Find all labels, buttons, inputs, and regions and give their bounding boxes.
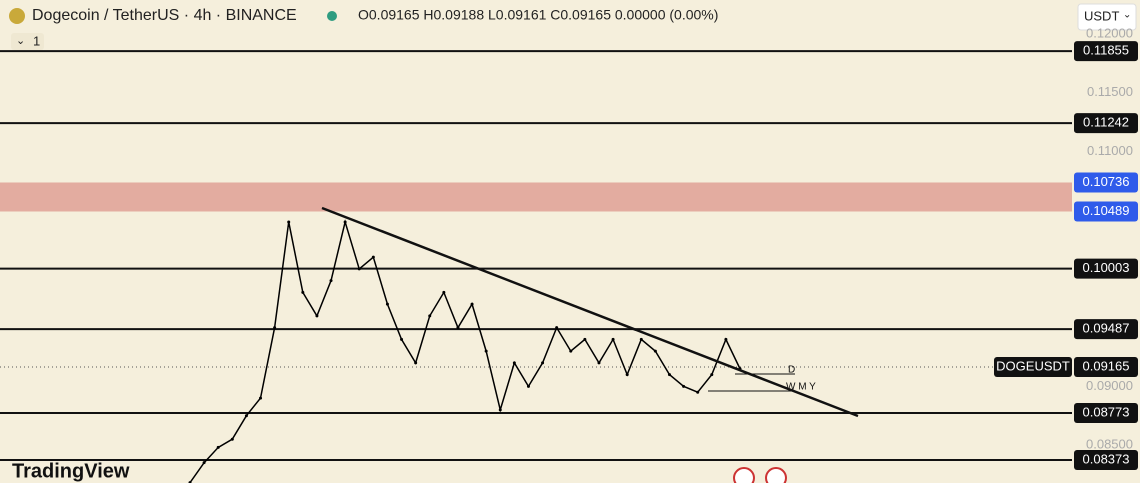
price-point [484,349,488,353]
price-point [710,373,714,377]
y-tick-label: 0.08500 [1086,437,1133,452]
price-point [555,326,559,330]
price-point [512,361,516,365]
y-tick-label: 0.11000 [1087,143,1133,158]
symbol-label: DOGEUSDT [996,358,1070,373]
zone-tag [1074,172,1138,193]
price-point [428,314,432,318]
price-point [230,437,234,441]
y-tick-label: 0.11500 [1087,84,1133,99]
zone-tag [1074,201,1138,222]
price-point [329,279,333,283]
y-tick-label: 0.09000 [1086,378,1133,393]
price-point [400,337,404,341]
event-icon[interactable] [765,467,787,483]
price-point [357,267,361,271]
price-point [456,326,460,330]
price-point [244,414,248,418]
y-tick-label: 0.12000 [1086,25,1133,40]
currency-dropdown[interactable] [1077,3,1137,31]
trendline [321,206,859,418]
level-tag [1074,258,1138,279]
price-point [301,290,305,294]
price-point [371,255,375,259]
price-point [667,373,671,377]
level-label: 0.10003 [1083,260,1130,275]
price-point [287,220,291,224]
price-point [583,337,587,341]
level-label: 0.08373 [1083,451,1130,466]
price-point [569,349,573,353]
price-point [498,408,502,412]
last-price-tag [1074,356,1138,377]
status-dot [327,11,337,21]
currency-label: USDT [1084,8,1119,23]
annotation: W M Y [786,382,816,393]
last-price-label: 0.09165 [1083,358,1130,373]
price-point [639,337,643,341]
event-icon[interactable] [733,467,755,483]
level-tag [1074,113,1138,134]
level-tag [1074,41,1138,62]
price-point [625,373,629,377]
price-point [385,302,389,306]
price-point [259,396,263,400]
symbol-tag [994,356,1072,377]
chevron: ⌄ [16,35,25,47]
level-label: 0.08773 [1083,404,1130,419]
coin-icon [9,8,25,24]
price-point [343,220,347,224]
price-point [442,290,446,294]
price-point [653,349,657,353]
price-point [597,361,601,365]
annotation: D [788,365,795,376]
symbol-title: Dogecoin / TetherUS · 4h · BINANCE [32,7,297,24]
ohlc-values: O0.09165 H0.09188 L0.09161 C0.09165 0.00… [358,7,718,23]
level-tag [1074,403,1138,424]
level-label: 0.11242 [1083,115,1129,130]
collapse-button[interactable] [11,33,44,50]
level-tag [1074,319,1138,340]
price-point [202,461,206,465]
price-point [414,361,418,365]
dropdown-chevron: ⌄ [1123,10,1131,21]
price-line [189,219,741,483]
price-point [696,390,700,394]
brand-logo: TradingView [12,460,130,482]
indicator-count: 1 [33,33,40,48]
price-point [541,361,545,365]
price-point [682,384,686,388]
price-point [470,302,474,306]
zone-label: 0.10736 [1083,174,1130,189]
level-label: 0.09487 [1083,321,1130,336]
zone-label: 0.10489 [1083,203,1130,218]
price-point [611,337,615,341]
resistance-zone [0,182,1072,212]
level-label: 0.11855 [1083,43,1129,58]
price-point [216,445,220,449]
price-point [526,384,530,388]
level-tag [1074,449,1138,470]
price-point [273,326,277,330]
price-point [315,314,319,318]
price-point [724,337,728,341]
